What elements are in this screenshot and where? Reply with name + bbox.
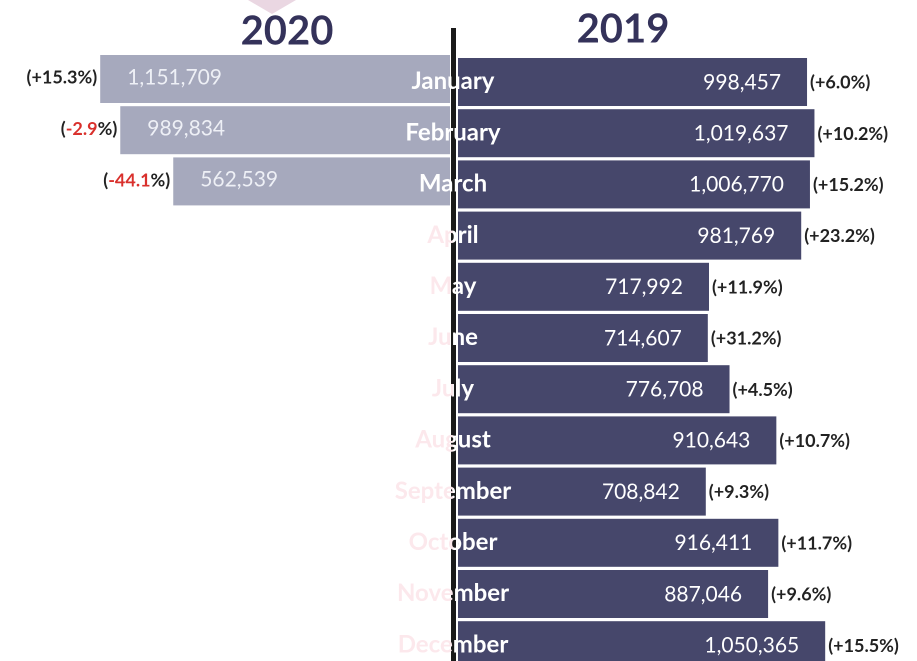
value-label: 1,050,365 xyxy=(704,633,799,658)
center-axis xyxy=(451,28,456,661)
value-label: 1,006,770 xyxy=(689,172,784,197)
bar xyxy=(458,58,808,106)
bar xyxy=(458,314,708,362)
category-label: March xyxy=(419,169,487,198)
value-label: 1,019,637 xyxy=(694,121,789,146)
category-label: May xyxy=(430,271,477,300)
change-label: (+6.0%) xyxy=(810,71,870,93)
change-label: (+9.3%) xyxy=(709,480,769,502)
value-label: 1,151,709 xyxy=(127,64,222,89)
bar xyxy=(173,157,451,206)
category-label: August xyxy=(414,425,491,454)
bar xyxy=(458,467,706,516)
category-label: July xyxy=(432,373,474,402)
bar xyxy=(120,106,451,155)
category-label: October xyxy=(409,527,498,556)
change-label: (+15.2%) xyxy=(813,173,884,195)
bar xyxy=(458,518,779,567)
bar xyxy=(100,55,451,103)
bar xyxy=(458,570,769,618)
category-label: June xyxy=(428,322,478,351)
bar xyxy=(458,211,802,260)
category-label: April xyxy=(426,220,478,249)
change-label: (+11.9%) xyxy=(712,275,783,297)
marker xyxy=(248,0,296,14)
bar xyxy=(458,365,730,414)
bar xyxy=(458,109,815,158)
change-label: (+9.6%) xyxy=(771,583,831,605)
value-label: 910,643 xyxy=(672,428,750,453)
change-label: (+31.2%) xyxy=(711,327,782,349)
change-label: (-44.1%) xyxy=(103,168,170,190)
category-label: December xyxy=(398,629,509,658)
bar xyxy=(458,416,777,465)
change-label: (+10.7%) xyxy=(779,429,850,451)
change-label: (+4.5%) xyxy=(733,378,793,400)
change-label: (+15.5%) xyxy=(828,634,899,656)
change-label: (+11.7%) xyxy=(781,531,852,553)
category-label: September xyxy=(395,476,512,505)
value-label: 981,769 xyxy=(697,223,775,248)
value-label: 714,607 xyxy=(604,325,682,350)
change-label: (+10.2%) xyxy=(817,122,888,144)
value-label: 708,842 xyxy=(602,479,680,504)
change-label: (+23.2%) xyxy=(804,224,875,246)
value-label: 989,834 xyxy=(147,116,225,141)
value-label: 998,457 xyxy=(703,69,781,94)
value-label: 562,539 xyxy=(200,167,278,192)
series-heading: 2020 xyxy=(241,5,334,53)
bar xyxy=(458,621,826,661)
bar xyxy=(458,262,709,311)
category-label: February xyxy=(405,117,501,146)
series-heading: 2019 xyxy=(577,3,670,51)
value-label: 717,992 xyxy=(605,274,683,299)
category-label: January xyxy=(412,66,495,95)
bar xyxy=(458,160,810,209)
change-label: (+15.3%) xyxy=(27,66,98,88)
value-label: 776,708 xyxy=(626,377,704,402)
change-label: (-2.9%) xyxy=(61,117,118,139)
value-label: 916,411 xyxy=(675,530,753,555)
category-label: November xyxy=(397,578,509,607)
value-label: 887,046 xyxy=(664,581,742,606)
